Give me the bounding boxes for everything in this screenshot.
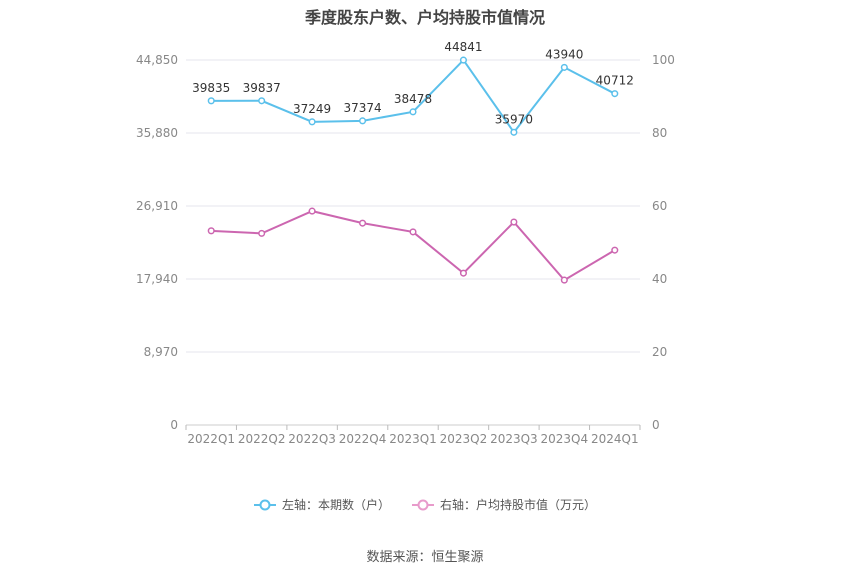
- data-point: [611, 246, 619, 254]
- data-point: [459, 56, 467, 64]
- right-axis-tick-label: 40: [652, 272, 667, 286]
- data-labels: 39835 39837 37249 37374 38478 44841 35970 43940…: [192, 40, 634, 126]
- data-label: 38478: [394, 92, 432, 106]
- right-axis-tick-label: 80: [652, 126, 667, 140]
- legend-label-avg-value: 右轴：户均持股市值（万元）: [440, 498, 597, 512]
- x-axis-tick-label: 2023Q1: [389, 432, 437, 446]
- left-axis-tick-label: 26,910: [136, 199, 178, 213]
- series-line-avg-value: [211, 210, 616, 282]
- x-axis-tick-label: 2022Q1: [187, 432, 235, 446]
- x-axis-tick-label: 2023Q3: [490, 432, 538, 446]
- left-axis-tick-label: 17,940: [136, 272, 178, 286]
- data-label: 43940: [545, 47, 583, 61]
- right-axis-tick-label: 60: [652, 199, 667, 213]
- data-point: [359, 117, 367, 125]
- x-axis-tick-label: 2024Q1: [591, 432, 639, 446]
- data-point: [611, 90, 619, 98]
- legend-item-households[interactable]: 左轴：本期数（户）: [253, 496, 390, 513]
- left-axis-tick-label: 0: [170, 418, 178, 432]
- source-note: 数据来源：恒生聚源: [366, 550, 484, 565]
- right-axis-tick-label: 100: [652, 53, 675, 67]
- x-axis-tick-label: 2023Q4: [541, 432, 589, 446]
- data-label: 39837: [243, 81, 281, 95]
- data-point: [459, 269, 467, 277]
- data-label: 37374: [343, 101, 381, 115]
- data-point: [258, 97, 266, 105]
- left-axis-tick-label: 8,970: [144, 345, 178, 359]
- data-label: 40712: [596, 74, 634, 88]
- data-label: 44841: [444, 40, 482, 54]
- right-axis-tick-label: 20: [652, 345, 667, 359]
- legend-label-households: 左轴：本期数（户）: [281, 498, 390, 512]
- x-axis-tick-label: 2022Q2: [238, 432, 286, 446]
- legend-swatch-avg-value: [412, 499, 434, 510]
- data-point: [560, 276, 568, 284]
- right-axis-tick-label: 0: [652, 418, 660, 432]
- data-point: [308, 207, 316, 215]
- data-label: 35970: [495, 112, 533, 126]
- data-label: 37249: [293, 102, 331, 116]
- legend-item-avg-value[interactable]: 右轴：户均持股市值（万元）: [412, 496, 596, 513]
- legend: 左轴：本期数（户） 右轴：户均持股市值（万元）: [0, 496, 850, 513]
- data-point: [560, 63, 568, 71]
- data-point: [207, 97, 215, 105]
- left-axis-tick-label: 44,850: [136, 53, 178, 67]
- left-axis-tick-label: 35,880: [136, 126, 178, 140]
- data-point: [409, 228, 417, 236]
- data-point: [510, 128, 518, 136]
- data-point: [409, 108, 417, 116]
- data-point: [258, 229, 266, 237]
- x-axis-tick-label: 2023Q2: [440, 432, 488, 446]
- axes: 0 8,970 17,940 26,910 35,880 44,850 0 20 40 60 80 1…: [136, 53, 675, 446]
- chart-title: 季度股东户数、户均持股市值情况: [304, 8, 545, 27]
- x-axis-tick-label: 2022Q3: [288, 432, 336, 446]
- data-label: 39835: [192, 81, 230, 95]
- series: [207, 56, 619, 284]
- data-point: [207, 227, 215, 235]
- data-point: [359, 219, 367, 227]
- data-point: [510, 218, 518, 226]
- data-point: [308, 118, 316, 126]
- x-axis-tick-label: 2022Q4: [339, 432, 387, 446]
- legend-swatch-households: [253, 499, 276, 510]
